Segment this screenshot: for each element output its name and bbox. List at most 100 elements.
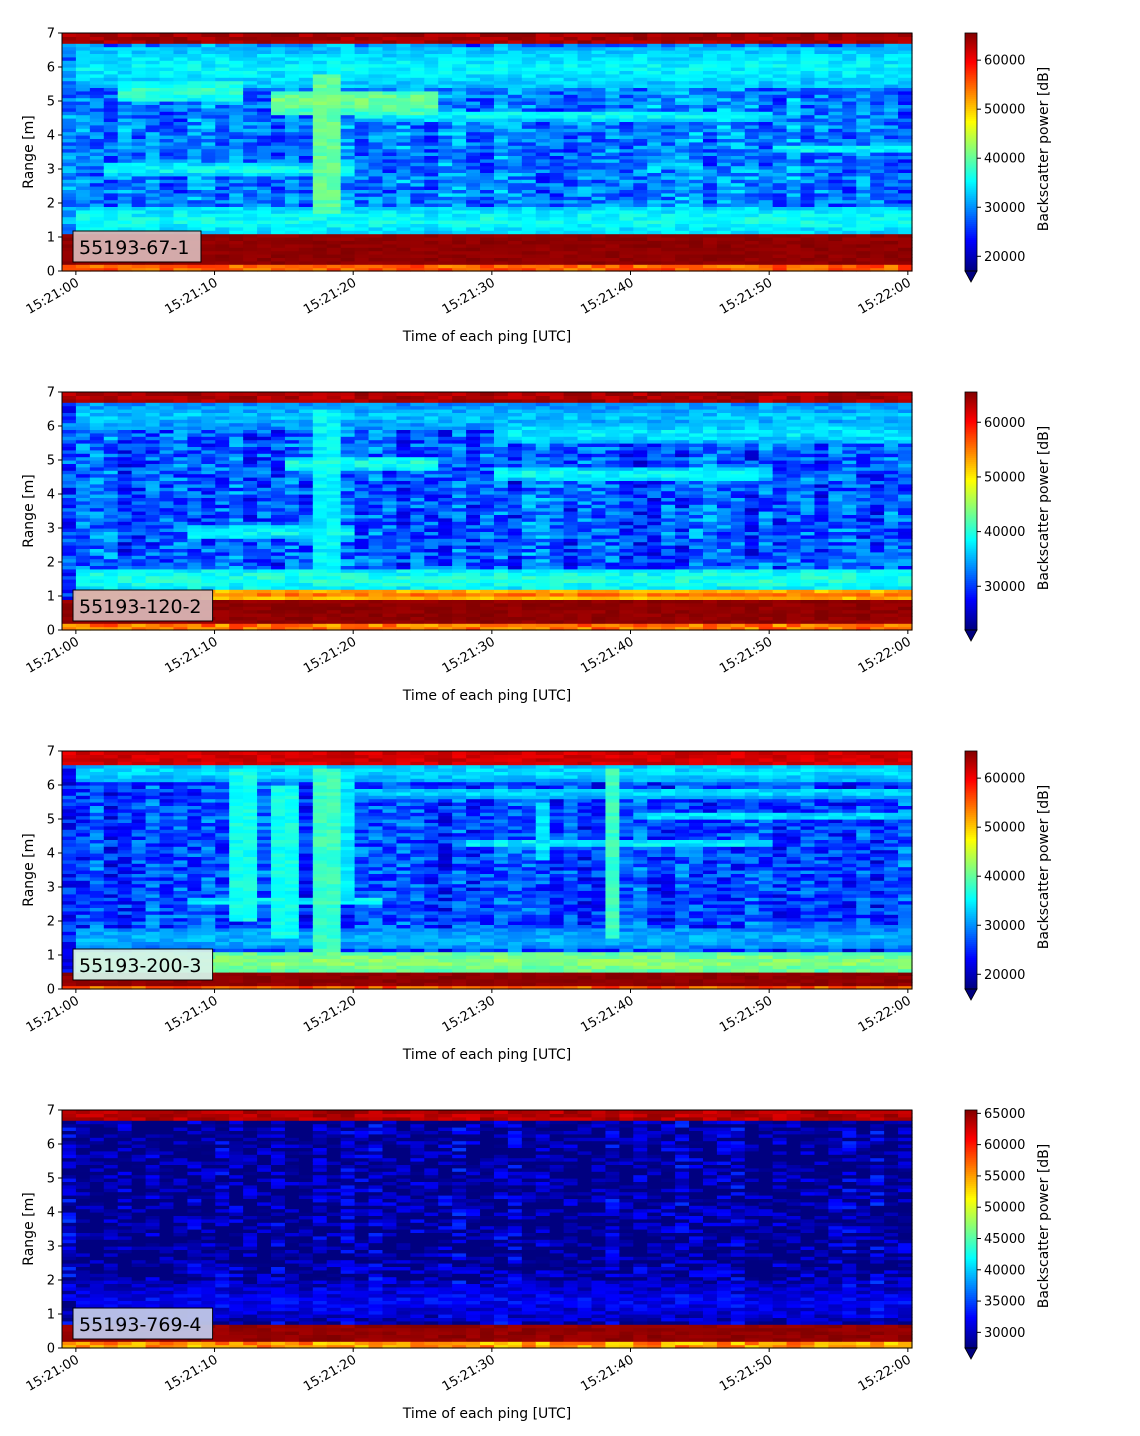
heatmap-cell — [313, 159, 328, 163]
heatmap-cell — [355, 159, 370, 163]
heatmap-cell — [703, 234, 718, 238]
heatmap-cell — [633, 227, 648, 231]
heatmap-cell — [396, 33, 411, 37]
heatmap-cell — [773, 244, 788, 248]
heatmap-cell — [243, 234, 258, 238]
heatmap-cell — [243, 210, 258, 214]
panel-label: 55193-67-1 — [79, 237, 189, 259]
heatmap-cell — [160, 142, 175, 146]
heatmap-cell — [633, 264, 648, 268]
heatmap-cell — [675, 193, 690, 197]
heatmap-cell — [132, 227, 147, 231]
heatmap-cell — [522, 132, 537, 136]
heatmap-cell — [619, 33, 634, 37]
heatmap-cell — [828, 142, 843, 146]
heatmap-cell — [327, 264, 342, 268]
heatmap-cell — [675, 210, 690, 214]
heatmap-cell — [842, 33, 857, 37]
heatmap-cell — [438, 217, 453, 221]
colorbar-label: Backscatter power [dB] — [1036, 67, 1052, 232]
heatmap-cell — [76, 142, 91, 146]
heatmap-cell — [787, 159, 802, 163]
heatmap-cell — [146, 392, 161, 396]
heatmap-cell — [257, 132, 272, 136]
heatmap-cell — [299, 176, 314, 180]
heatmap-cell — [578, 176, 593, 180]
heatmap-cell — [132, 33, 147, 37]
heatmap-cell — [118, 200, 133, 204]
heatmap-cell — [118, 142, 133, 146]
heatmap-cell — [703, 176, 718, 180]
heatmap-cell — [452, 264, 467, 268]
heatmap-cell — [118, 132, 133, 136]
heatmap-cell — [550, 33, 565, 37]
heatmap-cell — [299, 149, 314, 153]
heatmap-cell — [675, 227, 690, 231]
heatmap-cell — [299, 166, 314, 170]
heatmap-cell — [661, 159, 676, 163]
heatmap-cell — [842, 166, 857, 170]
heatmap-cell — [814, 264, 829, 268]
heatmap-cell — [898, 234, 913, 238]
colorbar-tick-label: 20000 — [984, 250, 1025, 265]
heatmap-cell — [619, 176, 634, 180]
heatmap-cell — [257, 183, 272, 187]
heatmap-cell — [173, 159, 188, 163]
heatmap-cell — [870, 176, 885, 180]
heatmap-cell — [62, 142, 77, 146]
heatmap-cell — [564, 142, 579, 146]
heatmap-cell — [146, 159, 161, 163]
heatmap-cell — [856, 132, 871, 136]
heatmap-cell — [327, 176, 342, 180]
heatmap-cell — [647, 159, 662, 163]
heatmap-cell — [410, 210, 425, 214]
heatmap-cell — [201, 244, 216, 248]
heatmap-cell — [438, 166, 453, 170]
heatmap-cell — [550, 200, 565, 204]
heatmap-cell — [173, 183, 188, 187]
heatmap-cell — [745, 193, 760, 197]
heatmap-cell — [257, 227, 272, 231]
heatmap-cell — [369, 33, 384, 37]
heatmap-cell — [285, 244, 300, 248]
heatmap-cell — [578, 244, 593, 248]
heatmap-cell — [146, 200, 161, 204]
heatmap-cell — [828, 234, 843, 238]
heatmap-cell — [564, 159, 579, 163]
heatmap-cell — [104, 132, 119, 136]
heatmap-cell — [870, 149, 885, 153]
heatmap-cell — [536, 251, 551, 255]
heatmap-cell — [104, 402, 119, 406]
heatmap-cell — [132, 217, 147, 221]
heatmap-cell — [146, 33, 161, 37]
heatmap-cell — [146, 217, 161, 221]
heatmap-cell — [355, 251, 370, 255]
heatmap-cell — [76, 419, 91, 423]
heatmap-cell — [870, 264, 885, 268]
heatmap-cell — [856, 33, 871, 37]
heatmap-cell — [550, 210, 565, 214]
heatmap-cell — [884, 33, 899, 37]
heatmap-cell — [870, 251, 885, 255]
heatmap-cell — [229, 159, 244, 163]
heatmap-cell — [257, 264, 272, 268]
heatmap-cell — [257, 193, 272, 197]
heatmap-cell — [745, 166, 760, 170]
heatmap-cell — [118, 470, 133, 474]
heatmap-cell — [187, 132, 202, 136]
heatmap-cell — [327, 166, 342, 170]
x-tick-label: 15:21:40 — [578, 275, 636, 317]
heatmap-cell — [160, 159, 175, 163]
heatmap-cell — [313, 183, 328, 187]
heatmap-cell — [787, 264, 802, 268]
heatmap-cell — [382, 200, 397, 204]
heatmap-cell — [898, 159, 913, 163]
heatmap-cell — [717, 159, 732, 163]
heatmap-cell — [703, 132, 718, 136]
heatmap-cell — [146, 264, 161, 268]
heatmap-cell — [438, 193, 453, 197]
heatmap-cell — [717, 264, 732, 268]
heatmap-cell — [759, 183, 774, 187]
heatmap-cell — [814, 200, 829, 204]
y-tick-label: 4 — [47, 129, 55, 144]
